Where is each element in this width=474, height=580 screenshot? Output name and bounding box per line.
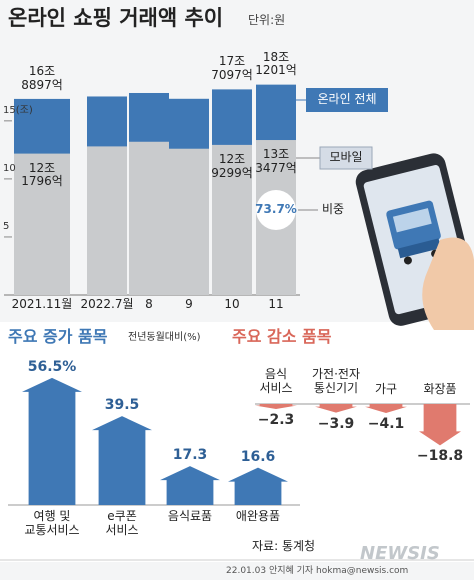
value-label: 16조 8897억 [21, 63, 63, 92]
section-title: 주요 감소 품목 [232, 327, 332, 346]
arrow-bar [315, 404, 357, 413]
share-mark [256, 190, 296, 230]
legend-entry: 온라인 전체 [317, 92, 377, 106]
category-label: e쿠폰 서비스 [105, 509, 139, 537]
y-tick-label: 15(조) [3, 104, 33, 116]
legend-box [319, 146, 373, 170]
bar-mobile [212, 144, 252, 295]
arrow-bar [255, 404, 297, 410]
value-label: 17.3 [172, 447, 208, 464]
value-label: 18조 1201억 [255, 49, 297, 78]
legend-entry: 모바일 [329, 150, 363, 164]
section-title: 주요 증가 품목 [8, 327, 108, 346]
arrow-bar [365, 404, 407, 414]
category-label: 애완용품 [235, 509, 281, 523]
credit: 22.01.03 안지혜 기자 hokma@newsis.com [226, 566, 409, 576]
title: 온라인 쇼핑 거래액 추이 [8, 6, 224, 30]
value-label: −3.9 [317, 415, 355, 432]
value-label: −2.3 [257, 412, 295, 429]
legend-entry: 비중 [322, 202, 345, 216]
category-label: 음식료품 [167, 509, 213, 523]
x-tick-label: 2022.7월 [80, 297, 134, 311]
arrow-bar [92, 416, 152, 505]
bar-mobile [14, 153, 70, 295]
x-tick-label: 11 [268, 297, 284, 311]
unit: 단위:원 [248, 13, 286, 27]
value-label: 56.5% [27, 358, 77, 375]
arrow-bar [22, 377, 82, 505]
value-label: −18.8 [416, 448, 464, 465]
watermark: NEWSIS [360, 543, 440, 564]
bar-mobile [87, 146, 127, 295]
value-label: 12조 1796억 [21, 160, 63, 189]
category-label: 화장품 [423, 382, 457, 396]
note: 전년동월대비(%) [128, 332, 201, 343]
lower-panel [0, 322, 474, 562]
value-label: 12조 9299억 [211, 151, 253, 180]
value-label: 13조 3477억 [255, 147, 297, 175]
source: 자료: 통계청 [252, 539, 316, 553]
value-label: −4.1 [367, 416, 405, 433]
value-label: 16.6 [240, 448, 276, 465]
category-label: 가구 [374, 382, 398, 396]
category-label: 가전·전자 통신기기 [312, 367, 360, 395]
arrow-bar [228, 467, 288, 505]
category-label: 여행 및 교통서비스 [24, 509, 80, 537]
bar-mobile [129, 141, 169, 295]
category-label: 음식 서비스 [259, 367, 293, 395]
hand [422, 237, 474, 330]
value-label: 17조 7097억 [211, 54, 253, 83]
arrow-bar [419, 404, 461, 446]
x-tick-label: 2021.11월 [11, 297, 73, 311]
y-tick-label: 10 [3, 162, 16, 174]
y-tick-label: 5 [3, 220, 10, 232]
x-tick-label: 8 [145, 297, 153, 311]
x-tick-label: 9 [185, 297, 193, 311]
arrow-bar [160, 466, 220, 505]
legend-box [306, 88, 388, 112]
value-label: 39.5 [104, 397, 140, 414]
value-label: 73.7% [255, 202, 297, 216]
x-tick-label: 10 [224, 297, 240, 311]
bar-mobile [169, 148, 209, 295]
